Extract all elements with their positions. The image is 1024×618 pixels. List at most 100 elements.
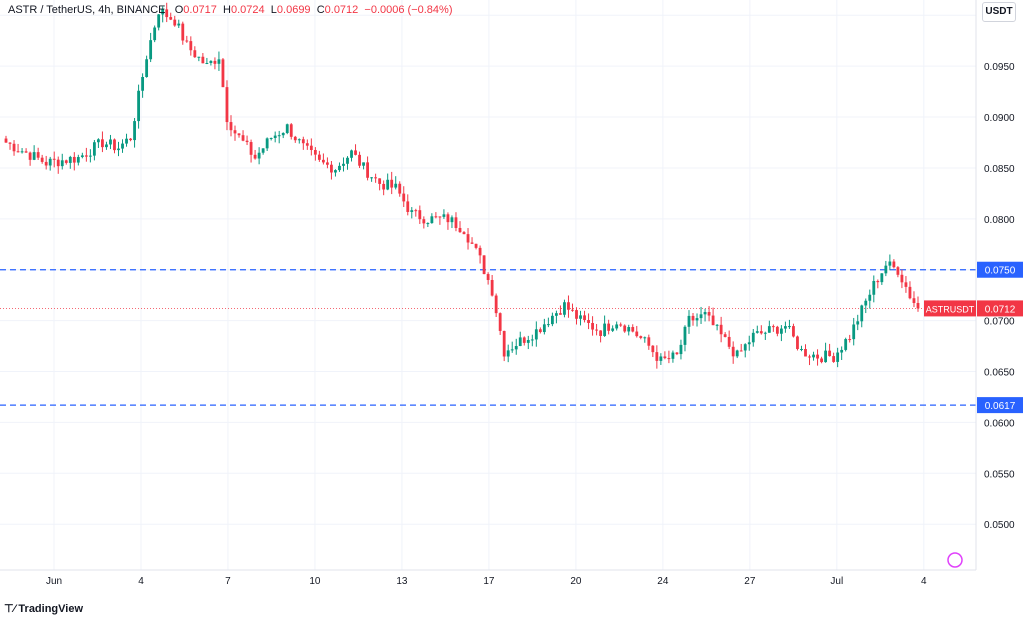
candle-body (390, 179, 394, 188)
candle-body (313, 150, 317, 155)
candle-body (550, 315, 554, 325)
candle-body (257, 152, 261, 159)
candle-body (852, 324, 856, 340)
candle-body (836, 352, 840, 362)
candle-body (362, 162, 365, 166)
open-value: 0.0717 (183, 4, 217, 16)
x-tick-label: 27 (744, 576, 756, 587)
low-label: L (270, 4, 277, 16)
candle-body (731, 346, 735, 357)
candle-body (101, 139, 104, 148)
candle-body (32, 152, 36, 160)
candle-body (181, 23, 185, 41)
candle-body (643, 337, 647, 339)
currency-button[interactable]: USDT (982, 2, 1016, 22)
candle-body (40, 157, 44, 162)
candle-body (414, 210, 418, 212)
tradingview-icon: ⊤⁄ (4, 603, 16, 615)
candle-body (60, 160, 64, 167)
candle-body (675, 352, 679, 355)
candle-body (599, 330, 603, 336)
candle-body (125, 138, 128, 144)
candle-body (840, 349, 844, 353)
candle-body (105, 144, 108, 148)
candle-body (687, 315, 691, 327)
candle-body (498, 313, 502, 331)
candle-body (828, 350, 832, 357)
candle-body (587, 320, 590, 323)
candle-body (892, 261, 896, 268)
last-price-label: 0.0712 (985, 304, 1016, 315)
candle-body (370, 177, 374, 179)
change-value: −0.0006 (−0.84%) (364, 4, 453, 16)
candle-body (884, 265, 888, 274)
y-tick-label: 0.0650 (984, 368, 1015, 379)
axes: 0.0500 0.0550 0.0600 0.0650 0.0700 0.0750 0.08… (0, 0, 1015, 587)
candle-body (559, 313, 562, 315)
candle-body (860, 305, 864, 322)
candle-body (438, 216, 442, 218)
candle-body (137, 90, 140, 122)
candle-body (792, 326, 795, 337)
candle-body (715, 324, 719, 326)
candle-body (141, 77, 145, 91)
candle-body (346, 157, 349, 164)
candle-body (394, 183, 398, 188)
x-tick-label: 24 (657, 576, 669, 587)
y-tick-label: 0.0500 (984, 520, 1015, 531)
x-tick-label: Jul (830, 576, 843, 587)
candle-body (607, 323, 611, 331)
candle-body (816, 354, 819, 359)
candle-body (317, 154, 321, 160)
candle-body (269, 138, 273, 140)
candle-body (44, 161, 48, 166)
candle-body (563, 302, 566, 315)
tradingview-logo[interactable]: ⊤⁄ TradingView (4, 602, 83, 615)
candle-body (173, 19, 177, 26)
candle-body (56, 159, 60, 167)
candle-body (52, 158, 56, 160)
symbol-title[interactable]: ASTR / TetherUS, 4h, BINANCE (8, 4, 166, 16)
candle-body (177, 23, 181, 26)
y-tick-label: 0.0950 (984, 62, 1015, 73)
candle-body (261, 148, 265, 153)
candle-body (478, 247, 482, 256)
candle-body (293, 136, 297, 141)
candle-body (386, 179, 390, 190)
candle-body (567, 302, 570, 310)
candle-body (767, 326, 771, 333)
candle-body (398, 183, 402, 194)
candle-body (510, 349, 514, 351)
candle-body (48, 158, 52, 166)
close-label: C (316, 4, 325, 16)
candle-body (418, 210, 422, 220)
candle-body (615, 324, 619, 329)
candle-body (844, 339, 848, 350)
candle-body (530, 339, 534, 341)
candle-body (410, 210, 414, 212)
candle-body (647, 337, 651, 346)
candle-body (113, 139, 116, 151)
x-tick-label: 13 (396, 576, 408, 587)
candle-body (639, 336, 643, 338)
candle-body (157, 14, 161, 28)
candle-body (542, 324, 546, 333)
candle-body (458, 227, 462, 233)
candle-body (896, 267, 900, 275)
candle-body (205, 62, 209, 64)
candle-body (92, 142, 96, 156)
candle-body (36, 152, 40, 158)
candle-body (719, 324, 723, 335)
horizontal-lines (0, 269, 976, 406)
candle-body (76, 157, 80, 163)
candle-body (145, 59, 149, 78)
candle-body (374, 177, 378, 179)
candle-body (84, 155, 88, 157)
flash-icon (947, 552, 963, 568)
x-tick-label: 20 (570, 576, 582, 587)
candle-body (245, 140, 249, 143)
candle-body (583, 315, 586, 321)
candle-body (121, 143, 124, 149)
symbol-tag (924, 300, 976, 317)
